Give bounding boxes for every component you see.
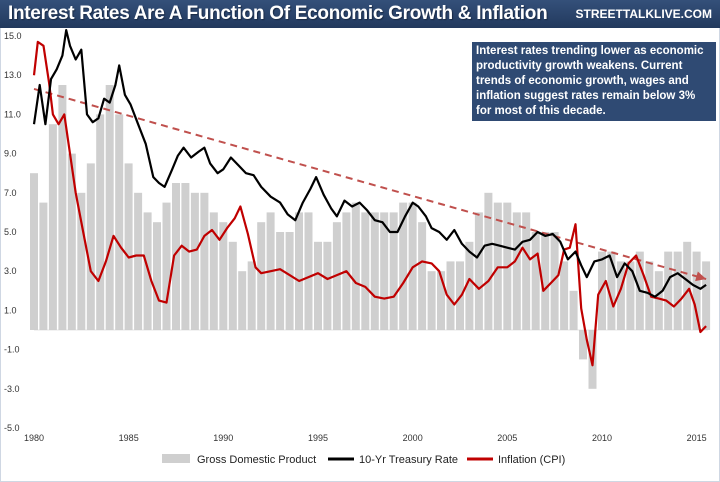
gdp-bar (238, 271, 247, 330)
y-tick-label: 9.0 (4, 149, 17, 159)
gdp-bar (276, 232, 285, 330)
gdp-bar (96, 114, 105, 331)
y-tick-label: 13.0 (4, 70, 22, 80)
x-tick-label: 1980 (24, 433, 44, 443)
x-tick-label: 1990 (213, 433, 233, 443)
y-tick-label: 11.0 (4, 109, 21, 119)
gdp-bar (77, 192, 86, 330)
gdp-bar (522, 212, 531, 330)
gdp-bar (209, 212, 218, 330)
gdp-bar (115, 114, 124, 331)
trend-line (33, 87, 707, 281)
gdp-bar (579, 330, 587, 360)
gdp-bar (437, 271, 445, 330)
gdp-bar (664, 251, 673, 330)
gdp-bar (172, 183, 180, 330)
x-tick-label: 2000 (403, 433, 423, 443)
x-tick-label: 2010 (592, 433, 612, 443)
gdp-bar (162, 202, 171, 330)
legend-treasury-label: 10-Yr Treasury Rate (359, 454, 458, 466)
gdp-bar (247, 261, 256, 330)
gdp-bar (304, 212, 313, 330)
gdp-bar (323, 241, 332, 330)
gdp-bar (181, 183, 190, 330)
gdp-bar (219, 222, 228, 330)
gdp-bar (228, 241, 237, 330)
gdp-bar (484, 192, 493, 330)
y-tick-label: 15.0 (4, 31, 22, 41)
legend-gdp-label: Gross Domestic Product (197, 454, 316, 466)
gdp-bar (598, 251, 606, 330)
x-tick-label: 1985 (119, 433, 139, 443)
inflation-line (32, 40, 707, 367)
gdp-bar (692, 251, 701, 330)
gdp-bar (58, 85, 67, 330)
gdp-bar (67, 153, 76, 330)
gdp-bar (39, 202, 48, 330)
gdp-bar (702, 261, 711, 330)
gdp-bar (105, 85, 114, 330)
gdp-bar (465, 241, 474, 330)
y-axis-ticks: 15.0 13.0 11.0 9.0 7.0 5.0 3.0 1.0 -1.0 -3.0 -5.0 (4, 31, 22, 433)
y-tick-label: -3.0 (4, 384, 20, 394)
y-tick-label: 7.0 (4, 188, 17, 198)
annotation-text: Interest rates trending lower as economi… (472, 42, 716, 121)
gdp-bar (257, 222, 266, 330)
gdp-bar (531, 232, 540, 330)
gdp-bar (124, 163, 133, 330)
gdp-bar (380, 212, 389, 330)
gdp-bar (683, 241, 692, 330)
gdp-bar (370, 212, 379, 330)
gdp-bar (446, 261, 455, 330)
gdp-bar (86, 163, 95, 330)
gdp-bar (399, 202, 408, 330)
header-bar: Interest Rates Are A Function Of Economi… (0, 0, 720, 28)
gdp-bar (541, 232, 550, 330)
gdp-bar (626, 261, 635, 330)
chart-title: Interest Rates Are A Function Of Economi… (8, 3, 548, 24)
gdp-bar (351, 202, 360, 330)
gdp-bar (134, 192, 143, 330)
gdp-bar (389, 212, 398, 330)
gdp-bar (30, 173, 38, 330)
y-tick-label: -5.0 (4, 423, 20, 433)
legend: Gross Domestic Product 10-Yr Treasury Ra… (162, 454, 565, 466)
y-tick-label: -1.0 (4, 345, 20, 355)
gdp-bar (314, 241, 322, 330)
y-tick-label: 5.0 (4, 227, 17, 237)
gdp-bar (418, 222, 427, 330)
legend-inflation-label: Inflation (CPI) (498, 454, 565, 466)
y-tick-label: 3.0 (4, 266, 17, 276)
gdp-bar (361, 212, 370, 330)
gdp-bar (474, 212, 483, 330)
gdp-bar (645, 261, 654, 330)
legend-gdp-swatch (162, 454, 190, 463)
gdp-bar (673, 251, 682, 330)
gdp-bar (569, 290, 578, 330)
gdp-bar (48, 124, 57, 330)
gdp-bar (607, 251, 616, 330)
gdp-bar (190, 192, 199, 330)
x-tick-label: 2005 (497, 433, 517, 443)
x-axis-ticks: 1980 1985 1990 1995 2000 2005 2010 2015 (24, 433, 707, 443)
gdp-bar (427, 271, 436, 330)
gdp-bar (616, 261, 625, 330)
gdp-bars (30, 85, 711, 389)
gdp-bar (550, 232, 559, 330)
x-tick-label: 1995 (308, 433, 328, 443)
gdp-bar (560, 261, 569, 330)
x-tick-label: 2015 (687, 433, 707, 443)
gdp-bar (295, 212, 303, 330)
gdp-bar (153, 222, 161, 330)
trend-arrow-head (695, 271, 707, 282)
treasury-line (32, 29, 707, 298)
gdp-bar (285, 232, 294, 330)
gdp-bar (200, 192, 209, 330)
gdp-bar (512, 212, 521, 330)
gdp-bar (654, 271, 663, 330)
y-tick-label: 1.0 (4, 305, 17, 315)
brand-label: STREETTALKLIVE.COM (575, 7, 712, 21)
